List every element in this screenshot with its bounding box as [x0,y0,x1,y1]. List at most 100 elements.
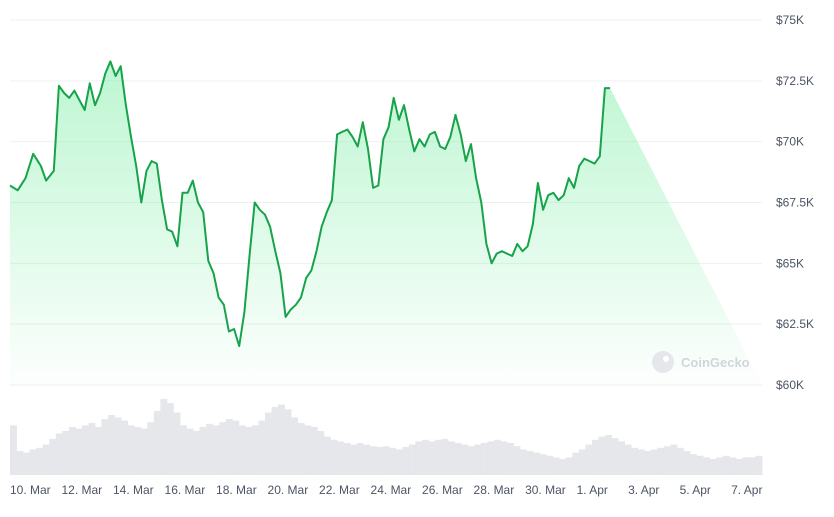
volume-bar [95,427,102,475]
volume-bar [565,457,573,475]
y-tick-label: $65K [776,256,804,270]
volume-bar [480,443,488,475]
volume-bar [225,419,233,475]
x-tick-label: 7. Apr [731,483,762,497]
volume-bar [467,446,475,475]
price-line [9,60,611,348]
volume-bar [304,425,312,475]
x-tick-label: 10. Mar [10,483,51,497]
volume-bar [539,454,547,475]
volume-bar [284,409,292,475]
volume-bars [10,399,763,475]
volume-bar [448,441,455,475]
volume-bar [49,439,57,475]
price-area-fill [10,61,762,386]
volume-bar [520,449,527,475]
volume-bar [546,455,554,475]
volume-bar [330,439,338,475]
volume-bar [461,444,469,475]
y-tick-label: $60K [776,378,804,392]
volume-bar [363,444,370,475]
volume-bar [36,447,44,475]
volume-bar [408,444,416,475]
volume-bar [265,412,272,475]
volume-bar [343,443,351,475]
y-axis-ticks: $60K $62.5K $65K $67.5K $70K $72.5K $75K [776,13,814,392]
volume-bar [690,454,697,475]
volume-bar [624,444,632,475]
volume-bar [677,447,684,475]
volume-bar [474,444,482,475]
volume-bar [271,407,279,475]
volume-bar [592,439,599,475]
volume-bar [121,420,129,475]
x-tick-label: 12. Mar [62,483,103,497]
volume-bar [212,425,220,475]
volume-bar [487,441,495,475]
volume-bar [219,422,227,475]
x-tick-label: 5. Apr [680,483,711,497]
volume-bar [232,420,240,475]
volume-bar [206,423,214,475]
volume-bar [42,444,50,475]
volume-bar [29,449,37,475]
x-tick-label: 3. Apr [628,483,659,497]
x-tick-label: 28. Mar [474,483,515,497]
coingecko-watermark: CoinGecko [652,351,750,373]
volume-bar [637,449,645,475]
volume-bar [350,444,357,475]
y-tick-label: $62.5K [776,317,814,331]
volume-bar [507,443,514,475]
volume-bar [500,441,508,475]
volume-bar [108,415,115,475]
volume-bar [81,425,89,475]
y-tick-label: $75K [776,13,804,27]
volume-bar [716,457,724,475]
y-tick-label: $72.5K [776,74,814,88]
volume-bar [559,459,567,475]
volume-bar [696,455,704,475]
volume-bar [180,425,187,475]
volume-bar [23,452,30,475]
volume-bar [552,457,560,475]
volume-bar [186,428,194,475]
volume-bar [533,452,540,475]
x-tick-label: 1. Apr [577,483,608,497]
volume-bar [729,457,737,475]
y-tick-label: $70K [776,135,804,149]
volume-bar [10,425,17,475]
volume-bar [395,449,403,475]
volume-bar [134,427,142,475]
volume-bar [422,439,429,475]
watermark-label: CoinGecko [681,355,750,370]
volume-bar [114,417,122,475]
volume-bar [755,455,763,475]
volume-bar [199,427,207,475]
volume-bar [402,447,410,475]
volume-bar [709,459,717,475]
volume-bar [127,425,135,475]
volume-bar [435,439,442,475]
x-tick-label: 26. Mar [422,483,463,497]
volume-bar [663,446,671,475]
x-tick-label: 14. Mar [113,483,154,497]
volume-bar [16,451,24,475]
volume-bar [742,457,750,475]
volume-bar [291,417,299,475]
volume-bar [748,457,756,475]
volume-bar [369,446,377,475]
x-axis-ticks: 10. Mar 12. Mar 14. Mar 16. Mar 18. Mar 20. M… [10,483,762,497]
volume-bar [238,425,246,475]
volume-bar [389,447,397,475]
volume-bar [611,438,619,475]
volume-bar [278,404,285,475]
volume-bar [650,449,658,475]
x-tick-label: 30. Mar [525,483,566,497]
volume-bar [356,443,364,475]
volume-bar [323,436,331,475]
volume-bar [101,419,109,475]
volume-bar [605,435,612,475]
volume-bar [147,422,155,475]
volume-bar [428,441,436,475]
